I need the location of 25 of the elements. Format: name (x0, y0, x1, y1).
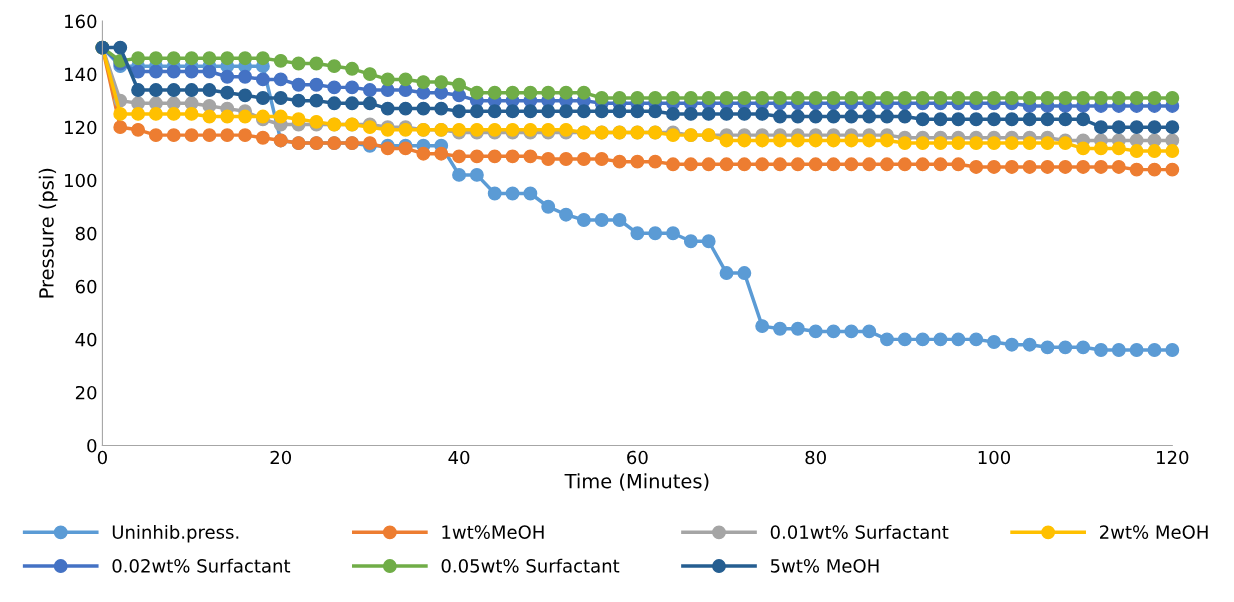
x-tick-label: 100 (978, 450, 1011, 465)
x-tick-label: 40 (448, 450, 470, 465)
legend-label: 5wt% MeOH (770, 558, 879, 573)
y-tick-label: 40 (75, 332, 97, 347)
y-tick-label: 80 (75, 226, 97, 241)
y-tick-label: 160 (65, 14, 97, 29)
x-axis-title: Time (Minutes) (564, 473, 709, 491)
legend-label: 0.01wt% Surfactant (770, 524, 949, 539)
x-tick-label: 60 (627, 450, 648, 465)
y-tick-label: 20 (75, 385, 97, 400)
x-tick-label: 0 (97, 450, 107, 465)
legend-label: 1wt%MeOH (442, 525, 544, 539)
y-tick-label: 140 (65, 67, 97, 82)
y-tick-label: 120 (65, 120, 97, 135)
legend-label: 0.02wt% Surfactant (112, 558, 291, 573)
legend-label: 2wt% MeOH (1100, 525, 1208, 539)
x-tick-label: 80 (805, 450, 826, 465)
y-tick-label: 100 (65, 173, 97, 188)
x-tick-label: 120 (1157, 450, 1189, 465)
y-tick-label: 0 (87, 438, 97, 453)
y-tick-label: 60 (75, 279, 97, 294)
x-tick-label: 20 (270, 450, 292, 465)
legend-label: 0.05wt% Surfactant (441, 558, 620, 573)
legend-label: Uninhib.press. (112, 524, 239, 543)
y-axis-title: Pressure (psi) (38, 168, 58, 298)
